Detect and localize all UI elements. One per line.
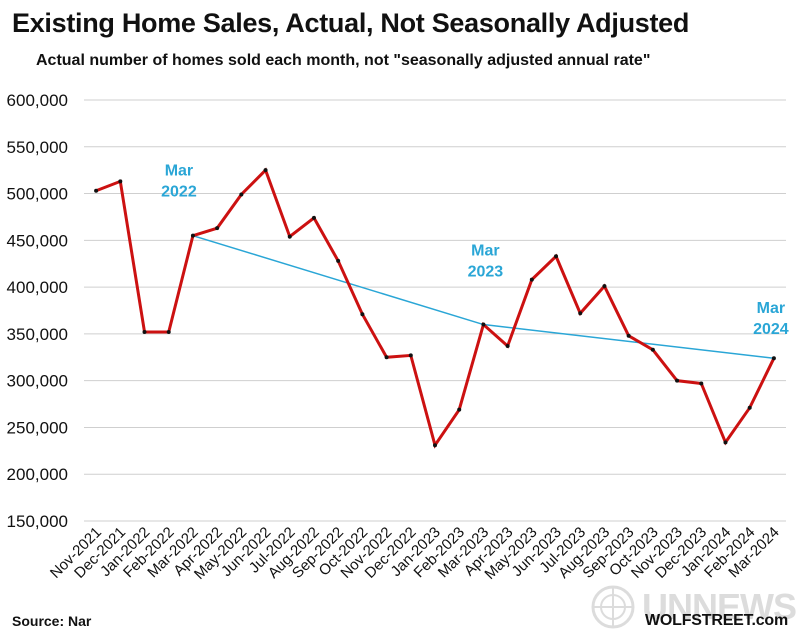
data-point <box>457 407 462 412</box>
un-emblem-icon <box>591 585 635 629</box>
data-point <box>190 233 195 238</box>
annotation-month: Mar <box>471 243 499 260</box>
data-point <box>675 378 680 383</box>
data-point <box>263 168 268 173</box>
data-point <box>529 277 534 282</box>
y-tick-label: 250,000 <box>7 418 68 437</box>
chart-subtitle: Actual number of homes sold each month, … <box>36 52 651 69</box>
x-axis-ticks: Nov-2021Dec-2021Jan-2022Feb-2022Mar-2022… <box>47 524 783 583</box>
y-tick-label: 450,000 <box>7 231 68 250</box>
data-point <box>602 284 607 289</box>
y-tick-label: 500,000 <box>7 185 68 204</box>
watermark: UNNEWS <box>590 584 797 634</box>
y-tick-label: 400,000 <box>7 278 68 297</box>
data-point <box>287 234 292 239</box>
data-point <box>626 333 631 338</box>
y-tick-label: 300,000 <box>7 372 68 391</box>
data-point <box>94 188 99 193</box>
annotation-year: 2023 <box>468 264 504 281</box>
data-point <box>142 330 147 335</box>
data-point <box>771 356 776 361</box>
chart-title: Existing Home Sales, Actual, Not Seasona… <box>12 8 690 38</box>
data-point <box>723 440 728 445</box>
grid-lines <box>84 99 786 522</box>
annotation-month: Mar <box>165 163 193 180</box>
series-line <box>95 167 776 449</box>
y-tick-label: 550,000 <box>7 138 68 157</box>
data-point <box>433 443 437 448</box>
data-point <box>554 254 559 259</box>
data-point <box>166 330 171 335</box>
data-point <box>336 258 341 263</box>
data-point <box>578 311 583 316</box>
watermark-text: UNNEWS <box>642 586 797 627</box>
data-point <box>747 405 752 410</box>
data-point <box>118 179 123 184</box>
series-layer <box>94 167 776 449</box>
y-tick-label: 200,000 <box>7 465 68 484</box>
y-tick-label: 150,000 <box>7 512 68 531</box>
y-axis-ticks: 150,000 200,000 250,000 300,000 350,000 400,0… <box>7 91 68 531</box>
data-point <box>239 192 244 197</box>
data-point <box>360 312 365 317</box>
data-point <box>481 322 486 327</box>
annotation-year: 2024 <box>753 321 789 338</box>
annotation-month: Mar <box>757 300 785 317</box>
annotation-year: 2022 <box>161 184 197 201</box>
annotations: Mar 2022 Mar 2023 Mar 2024 <box>161 163 789 339</box>
data-point <box>408 353 413 358</box>
data-point <box>650 347 655 352</box>
data-point <box>505 344 510 349</box>
credit-text: WOLFSTREET.com <box>645 612 788 629</box>
source-note: Source: Nar <box>12 613 92 629</box>
data-point <box>699 381 704 386</box>
data-point <box>311 215 316 220</box>
y-tick-label: 600,000 <box>7 91 68 110</box>
data-point <box>384 355 389 360</box>
y-tick-label: 350,000 <box>7 325 68 344</box>
data-point <box>215 226 220 231</box>
